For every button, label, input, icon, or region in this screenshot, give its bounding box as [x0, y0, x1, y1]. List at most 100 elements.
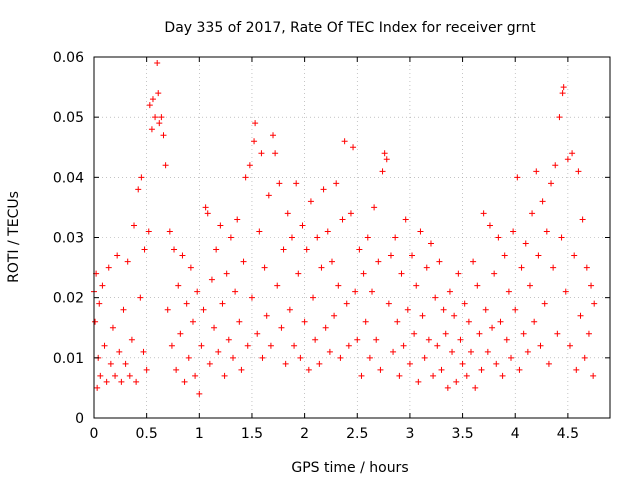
data-point	[206, 360, 213, 367]
data-point	[583, 264, 590, 271]
data-point	[430, 372, 437, 379]
data-point	[559, 90, 566, 97]
data-point	[138, 174, 145, 181]
data-point	[577, 312, 584, 319]
data-point	[114, 252, 121, 259]
data-point	[366, 354, 373, 361]
data-point	[230, 354, 237, 361]
data-point	[423, 264, 430, 271]
data-point	[569, 150, 576, 157]
data-point	[148, 126, 155, 133]
data-point	[381, 150, 388, 157]
data-point	[413, 282, 420, 289]
data-point	[585, 330, 592, 337]
data-point	[124, 258, 131, 265]
data-point	[398, 270, 405, 277]
y-axis-label: ROTI / TECUs	[6, 191, 22, 283]
data-point	[354, 336, 361, 343]
data-point	[152, 114, 159, 121]
data-point	[168, 342, 175, 349]
data-point	[465, 318, 472, 325]
data-point	[196, 390, 203, 397]
data-point	[131, 222, 138, 229]
data-point	[341, 138, 348, 145]
y-tick-label: 0.05	[53, 110, 84, 126]
data-point	[97, 372, 104, 379]
axes	[93, 56, 611, 419]
data-point	[588, 282, 595, 289]
data-point	[508, 354, 515, 361]
data-point	[177, 330, 184, 337]
data-point	[288, 234, 295, 241]
data-point	[373, 336, 380, 343]
data-point	[187, 264, 194, 271]
grid	[94, 57, 610, 418]
data-point	[497, 318, 504, 325]
data-point	[254, 330, 261, 337]
data-point	[328, 258, 335, 265]
data-point	[335, 282, 342, 289]
data-point	[385, 300, 392, 307]
data-point	[293, 180, 300, 187]
data-point	[510, 228, 517, 235]
data-point	[146, 102, 153, 109]
data-point	[364, 234, 371, 241]
data-point	[310, 294, 317, 301]
data-point	[181, 378, 188, 385]
data-point	[219, 300, 226, 307]
y-tick-label: 0	[75, 411, 84, 427]
data-point	[545, 360, 552, 367]
data-point	[116, 348, 123, 355]
data-point	[179, 252, 186, 259]
data-point	[421, 354, 428, 361]
data-point	[96, 300, 103, 307]
data-point	[512, 306, 519, 313]
data-point	[440, 306, 447, 313]
data-point	[484, 348, 491, 355]
data-point	[291, 342, 298, 349]
data-point	[267, 342, 274, 349]
plot-frame	[93, 56, 611, 419]
data-point	[379, 168, 386, 175]
data-point	[356, 246, 363, 253]
data-point	[107, 360, 114, 367]
x-tick-label: 1.5	[241, 426, 263, 442]
data-point	[579, 216, 586, 223]
y-tick-label: 0.02	[53, 291, 84, 307]
data-point	[270, 132, 277, 139]
data-point	[324, 228, 331, 235]
data-point	[312, 336, 319, 343]
data-point	[141, 246, 148, 253]
data-point	[409, 252, 416, 259]
data-point	[451, 312, 458, 319]
data-point	[463, 372, 470, 379]
data-point	[394, 318, 401, 325]
data-point	[503, 336, 510, 343]
data-point	[183, 300, 190, 307]
data-point	[350, 144, 357, 151]
data-point	[505, 288, 512, 295]
x-axis-label: GPS time / hours	[291, 460, 408, 476]
data-point	[198, 342, 205, 349]
data-point	[326, 348, 333, 355]
data-point	[99, 282, 106, 289]
x-tick-label: 0.5	[136, 426, 158, 442]
data-point	[444, 384, 451, 391]
data-point	[453, 378, 460, 385]
data-point	[442, 330, 449, 337]
data-point	[520, 330, 527, 337]
data-point	[234, 216, 241, 223]
data-point	[486, 222, 493, 229]
data-point	[539, 198, 546, 205]
data-point	[263, 312, 270, 319]
data-point	[272, 150, 279, 157]
data-points	[91, 60, 598, 397]
data-point	[457, 336, 464, 343]
data-point	[518, 264, 525, 271]
data-point	[158, 114, 165, 121]
x-tick-label: 2	[300, 426, 309, 442]
y-tick-label: 0.01	[53, 351, 84, 367]
data-point	[343, 300, 350, 307]
y-tick-label: 0.04	[53, 170, 84, 186]
data-point	[566, 342, 573, 349]
